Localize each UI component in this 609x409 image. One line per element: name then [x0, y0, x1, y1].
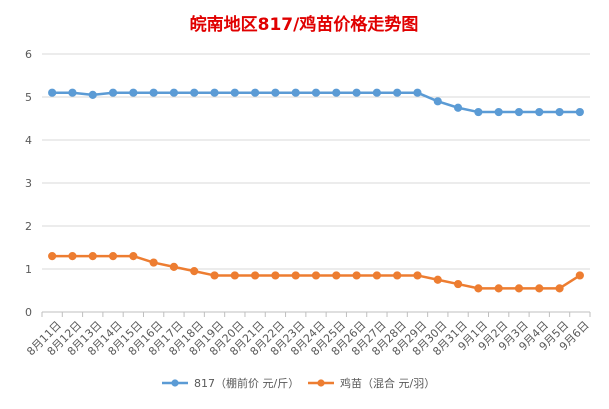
data-point [555, 107, 564, 117]
data-point [291, 271, 300, 280]
data-point [535, 284, 544, 293]
data-point [48, 88, 57, 97]
data-point [433, 97, 442, 106]
data-point [514, 284, 524, 293]
data-point [149, 88, 158, 97]
data-point [332, 271, 341, 280]
data-point [129, 88, 138, 97]
series-group [48, 88, 584, 293]
data-point [372, 271, 381, 280]
data-point [251, 271, 260, 280]
data-point [251, 88, 260, 97]
gridlines [42, 53, 590, 313]
data-point [48, 252, 57, 261]
data-point [271, 88, 280, 97]
x-axis-ticks: 8月11日8月12日8月13日8月14日8月15日8月16日8月17日8月18日… [24, 312, 592, 358]
data-point [413, 88, 422, 97]
data-point [169, 262, 179, 271]
data-point [190, 88, 199, 97]
legend-swatch-marker [171, 379, 179, 387]
data-point [453, 103, 463, 112]
data-point [88, 90, 97, 99]
data-point [169, 88, 179, 97]
y-tick-label: 2 [25, 220, 32, 233]
data-point [393, 271, 402, 280]
data-point [352, 88, 361, 97]
data-point [190, 267, 199, 276]
data-point [575, 107, 584, 117]
y-axis-ticks: 0 1 2 3 4 5 6 [25, 48, 32, 319]
data-point [230, 271, 239, 280]
y-tick-label: 5 [25, 91, 32, 104]
y-tick-label: 1 [25, 263, 32, 276]
data-point [271, 271, 280, 280]
data-point [68, 252, 77, 261]
data-point [494, 284, 503, 293]
data-point [210, 88, 219, 97]
legend-item: 鸡苗（混合 元/羽） [308, 376, 435, 390]
data-point [372, 88, 381, 97]
data-point [535, 107, 544, 117]
data-point [108, 88, 118, 97]
data-point [575, 271, 584, 280]
legend-label: 鸡苗（混合 元/羽） [340, 376, 435, 390]
data-point [108, 252, 118, 261]
data-point [474, 284, 483, 293]
data-point [494, 107, 503, 117]
y-tick-label: 0 [25, 306, 32, 319]
data-point [453, 279, 463, 289]
y-tick-label: 3 [25, 177, 32, 190]
data-point [149, 258, 158, 267]
data-point [68, 88, 77, 97]
data-point [311, 88, 321, 97]
data-point [393, 88, 402, 97]
y-tick-label: 4 [25, 134, 32, 147]
data-point [433, 275, 442, 284]
data-point [555, 284, 564, 293]
series-2 [48, 252, 584, 293]
y-tick-label: 6 [25, 48, 32, 61]
data-point [514, 107, 524, 117]
data-point [413, 271, 422, 280]
data-point [332, 88, 341, 97]
data-point [311, 271, 321, 280]
data-point [129, 252, 138, 261]
data-point [230, 88, 239, 97]
legend-swatch-marker [317, 379, 325, 387]
data-point [210, 271, 219, 280]
series-1 [48, 88, 584, 117]
legend-label: 817（棚前价 元/斤） [194, 376, 299, 390]
legend: 817（棚前价 元/斤） 鸡苗（混合 元/羽） [162, 376, 435, 390]
legend-item: 817（棚前价 元/斤） [162, 376, 299, 390]
data-point [474, 107, 483, 117]
chart-title: 皖南地区817/鸡苗价格走势图 [190, 14, 419, 35]
data-point [352, 271, 361, 280]
data-point [88, 252, 97, 261]
data-point [291, 88, 300, 97]
